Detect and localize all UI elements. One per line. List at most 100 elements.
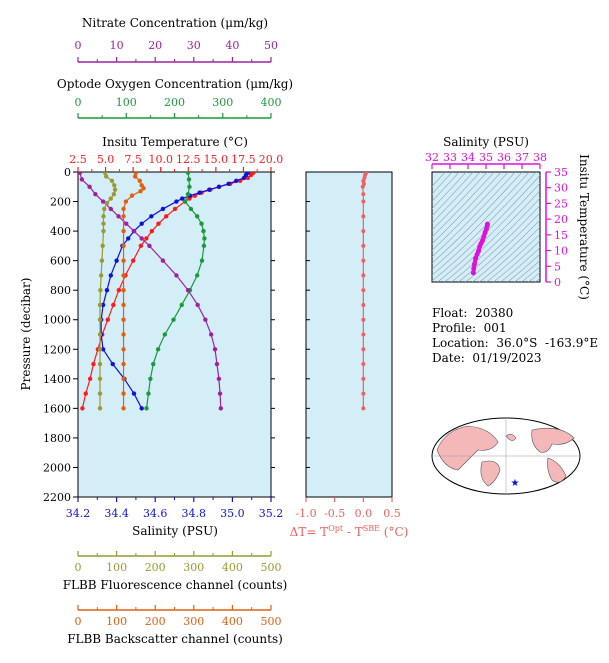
delta-t-data-point <box>361 199 366 204</box>
delta-t-axis-title: ΔT= TOpt - TSBE (°C) <box>290 524 409 539</box>
ts-density-contour <box>486 233 540 282</box>
ts-density-contour <box>535 278 540 282</box>
backscatter-data-point <box>121 258 126 263</box>
salinity-data-point <box>108 273 114 278</box>
salinity-axis-title: Salinity (PSU) <box>132 524 218 538</box>
ts-temperature-tick-label: 0 <box>554 276 561 289</box>
backscatter-data-point <box>121 347 126 352</box>
backscatter-data-point <box>133 172 139 175</box>
map-continents <box>432 418 580 494</box>
temperature-data-point <box>83 391 88 396</box>
oxygen-data-point <box>199 258 205 263</box>
temperature-data-point <box>144 236 149 241</box>
ts-density-contour <box>493 240 540 282</box>
delta-t-data-point <box>361 229 366 234</box>
nitrate-axis-title: Nitrate Concentration (μm/kg) <box>82 16 268 30</box>
ts-density-contour <box>432 172 502 245</box>
ts-density-contour <box>500 247 540 282</box>
oxygen-data-point <box>162 332 168 337</box>
backscatter-data-point <box>132 174 138 179</box>
map-landmass <box>436 425 499 471</box>
backscatter-data-point <box>121 243 126 249</box>
delta-t-data-point <box>361 347 366 352</box>
fluorescence-data-point <box>98 287 103 293</box>
backscatter-data-point <box>121 206 126 212</box>
ts-temperature-tick-label: 10 <box>554 245 568 258</box>
fluorescence-data-point <box>99 258 105 263</box>
oxygen-data-point <box>182 199 188 204</box>
backscatter-data-point <box>121 287 126 293</box>
oxygen-data-point <box>151 361 156 367</box>
salinity-data-point <box>114 258 119 263</box>
pressure-tick-label: 1000 <box>43 314 71 327</box>
pressure-tick-label: 200 <box>50 196 71 209</box>
backscatter-data-point <box>123 199 129 204</box>
map-landmass <box>531 427 575 453</box>
fluorescence-data-point <box>101 221 106 226</box>
oxygen-data-point <box>146 391 151 396</box>
nitrate-data-point <box>78 172 83 175</box>
nitrate-tick-label: 50 <box>264 39 278 52</box>
salinity-data-point <box>207 187 212 192</box>
backscatter-data-point <box>121 273 126 278</box>
delta-t-data-point <box>361 302 366 307</box>
nitrate-data-point <box>216 376 222 382</box>
ts-temperature-axis-title: Insitu Temperature (°C) <box>577 154 591 300</box>
oxygen-data-point <box>179 302 184 308</box>
salinity-data-point <box>149 214 154 219</box>
ts-data-point <box>475 248 481 254</box>
temperature-tick-label: 15.0 <box>204 153 229 166</box>
location-label: Location: <box>432 336 489 350</box>
delta-t-tick-label: -0.5 <box>324 507 345 520</box>
nitrate-data-point <box>208 332 214 337</box>
nitrate-data-point <box>79 177 85 182</box>
pressure-tick-label: 600 <box>50 255 71 268</box>
oxygen-data-point <box>202 236 207 241</box>
fluorescence-data-point <box>103 174 109 179</box>
backscatter-tick-label: 100 <box>106 615 127 628</box>
nitrate-data-point <box>100 199 106 204</box>
ts-salinity-tick-label: 35 <box>479 151 493 164</box>
salinity-data-point <box>104 287 110 293</box>
fluorescence-tick-label: 300 <box>183 561 204 574</box>
delta-t-data-point <box>361 192 366 197</box>
delta-t-tick-label: 0.0 <box>355 507 373 520</box>
ts-salinity-tick-label: 36 <box>497 151 511 164</box>
delta-t-axes-group: -1.0 -0.5 0.0 0.5 <box>295 171 401 520</box>
nitrate-data-point <box>212 347 218 352</box>
delta-t-tick-label: -1.0 <box>295 507 316 520</box>
salinity-series-line <box>100 172 249 409</box>
world-map: ★ <box>431 417 581 495</box>
ts-density-contour <box>528 272 540 282</box>
date-value: 01/19/2023 <box>472 351 542 365</box>
oxygen-data-point <box>155 347 161 352</box>
salinity-data-point <box>139 406 144 411</box>
nitrate-series-line <box>79 172 222 409</box>
ts-density-contour <box>472 219 540 282</box>
float-info: Float: 20380 Profile: 001 Location: 36.0… <box>432 306 598 366</box>
salinity-tick-label: 35.2 <box>259 507 284 520</box>
fluorescence-data-point <box>97 376 103 382</box>
oxygen-tick-label: 300 <box>212 96 233 109</box>
fluorescence-axis-title: FLBB Fluorescence channel (counts) <box>63 578 288 592</box>
ts-axes-group: 32 33 34 35 36 37 38 0 5 10 15 20 25 30 35 <box>425 151 568 289</box>
ts-salinity-tick-label: 34 <box>461 151 475 164</box>
fluorescence-tick-label: 200 <box>145 561 166 574</box>
ts-data-point <box>484 221 490 227</box>
salinity-data-point <box>160 206 166 212</box>
temperature-tick-label: 2.5 <box>69 153 87 166</box>
salinity-data-point <box>197 190 202 195</box>
salinity-data-point <box>180 196 185 201</box>
salinity-tick-label: 35.0 <box>220 507 245 520</box>
oxygen-data-point <box>185 172 191 175</box>
location-value: 36.0°S -163.9°E <box>496 336 599 350</box>
salinity-data-point <box>226 181 231 187</box>
salinity-data-point <box>125 236 131 241</box>
ts-density-contour <box>432 172 509 251</box>
oxygen-data-point <box>148 376 153 382</box>
float-id-value: 20380 <box>475 306 514 320</box>
backscatter-data-point <box>121 376 126 382</box>
map-landmass <box>480 460 501 487</box>
date-line: Date: 01/19/2023 <box>432 351 598 366</box>
oxygen-axis-title: Optode Oxygen Concentration (μm/kg) <box>57 77 293 91</box>
